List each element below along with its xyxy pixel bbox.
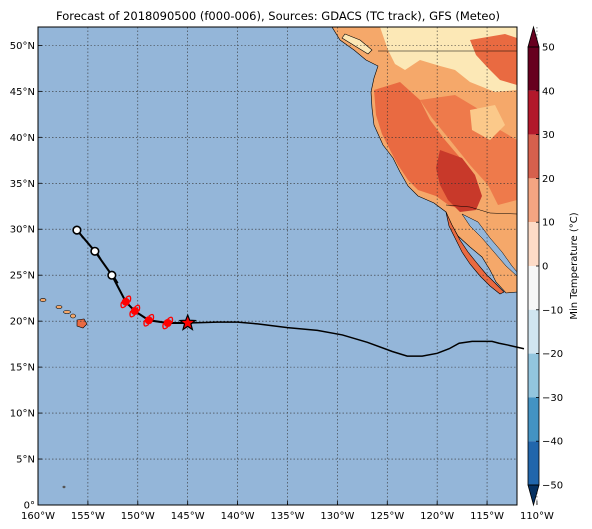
- observed-storm-symbol: [129, 304, 141, 318]
- storm-arm: [167, 316, 174, 324]
- colorbar-segment: [528, 266, 539, 310]
- current-position-star: [178, 313, 197, 331]
- y-tick-label: 30°N: [10, 225, 35, 236]
- y-tick-label: 5°N: [16, 455, 35, 466]
- small-island: [62, 485, 66, 489]
- hawaiian-islands: [39, 298, 88, 329]
- colorbar-tick-label: −40: [542, 437, 563, 448]
- star-icon: [178, 313, 197, 331]
- forecast-storm-symbol: [107, 270, 119, 284]
- storm-arm: [143, 319, 150, 327]
- colorbar-segment: [528, 397, 539, 442]
- colorbar-segment: [528, 441, 539, 485]
- y-tick-label: 40°N: [10, 133, 35, 144]
- storm-center: [121, 297, 130, 306]
- colorbar-tick-label: 0: [542, 262, 548, 273]
- observed-storm-symbol: [162, 316, 174, 330]
- forecast-track-line: [187, 321, 525, 357]
- y-tick-label: 15°N: [10, 363, 35, 374]
- colorbar-tick-label: −50: [542, 481, 563, 492]
- storm-arm: [148, 313, 155, 321]
- land-hot-interior: [436, 150, 482, 212]
- observed-points: [120, 295, 174, 330]
- y-tick-label: 25°N: [10, 271, 35, 282]
- storm-arm: [162, 322, 169, 330]
- x-tick-label: 130°W: [320, 511, 354, 522]
- colorbar-tick-label: −20: [542, 349, 563, 360]
- land-warm-east: [470, 34, 517, 85]
- forecast-center: [90, 246, 100, 256]
- island-kauai: [39, 298, 47, 302]
- colorbar-tick-label: 40: [542, 86, 555, 97]
- storm-center: [163, 318, 172, 327]
- colorbar-segment: [528, 178, 539, 223]
- longitude-axis: 160°W 155°W 150°W 145°W 140°W 135°W 130°W 125°W…: [21, 501, 554, 522]
- x-tick-label: 150°W: [121, 511, 155, 522]
- observed-storm-symbol: [120, 295, 132, 309]
- colorbar-tick-label: −30: [542, 393, 563, 404]
- map-panel: [37, 26, 538, 506]
- island-oahu: [55, 305, 63, 309]
- y-tick-label: 0°: [24, 501, 35, 512]
- storm-arm: [134, 304, 141, 312]
- x-tick-label: 120°W: [420, 511, 454, 522]
- storm-arm: [125, 295, 132, 303]
- colorbar-segment: [528, 90, 539, 135]
- forecast-points: [72, 225, 119, 284]
- x-tick-label: 140°W: [221, 511, 255, 522]
- land-warm-mid: [420, 95, 517, 205]
- storm-arm: [120, 301, 127, 309]
- y-tick-label: 45°N: [10, 87, 35, 98]
- baja-peninsula: [445, 211, 505, 295]
- x-tick-label: 135°W: [270, 511, 304, 522]
- x-tick-label: 160°W: [21, 511, 55, 522]
- forecast-center: [72, 225, 82, 235]
- map-frame: [37, 26, 518, 506]
- x-tick-label: 125°W: [370, 511, 404, 522]
- island-molokai: [63, 310, 71, 314]
- colorbar-tick-label: 10: [542, 218, 555, 229]
- forecast-storm-symbol: [90, 246, 102, 260]
- y-tick-label: 50°N: [10, 41, 35, 52]
- mexico-border: [445, 204, 518, 215]
- colorbar-segment: [528, 222, 539, 266]
- forecast-tail: [97, 253, 102, 260]
- colorbar: 50 40 30 20 10 0 −10 −20 −30 −40 −50: [527, 25, 563, 507]
- x-tick-label: 110°W: [520, 511, 554, 522]
- storm-center: [144, 316, 153, 325]
- colorbar-tick-label: −10: [542, 305, 563, 316]
- forecast-storm-symbol: [72, 225, 84, 239]
- island-maui: [70, 313, 76, 319]
- colorbar-segment: [528, 309, 539, 354]
- land-cool-patch: [470, 105, 505, 140]
- colorbar-segment: [528, 353, 539, 398]
- colorbar-tick-label: 30: [542, 130, 555, 141]
- colorbar-segment: [528, 134, 539, 179]
- x-tick-label: 155°W: [71, 511, 105, 522]
- colorbar-tick-label: 50: [542, 43, 555, 54]
- storm-arm: [129, 310, 136, 318]
- y-tick-label: 10°N: [10, 409, 35, 420]
- y-tick-label: 20°N: [10, 317, 35, 328]
- colorbar-tick-label: 20: [542, 174, 555, 185]
- figure-title: Forecast of 2018090500 (f000-006), Sourc…: [56, 9, 500, 23]
- forecast-center: [107, 270, 117, 280]
- storm-center: [130, 307, 139, 316]
- x-tick-label: 115°W: [470, 511, 504, 522]
- observed-storm-symbol: [143, 313, 155, 327]
- north-america-land: [331, 26, 518, 295]
- colorbar-max-extension: [527, 25, 540, 48]
- x-tick-label: 145°W: [171, 511, 205, 522]
- colorbar-segment: [528, 47, 539, 91]
- latitude-axis: 0° 5°N 10°N 15°N 20°N 25°N 30°N 35°N 40°N 45°N 50°…: [10, 41, 42, 512]
- forecast-tail: [114, 277, 119, 284]
- forecast-tail: [79, 232, 84, 239]
- vancouver-island: [341, 33, 373, 55]
- y-tick-label: 35°N: [10, 179, 35, 190]
- colorbar-label: Min Temperature (°C): [569, 212, 580, 319]
